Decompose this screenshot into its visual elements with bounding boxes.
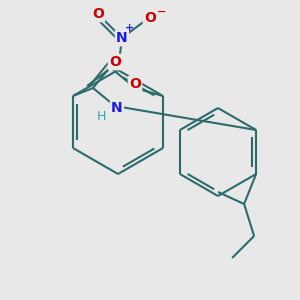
Text: O: O [109,55,121,69]
Text: H: H [96,110,106,122]
Text: O: O [92,7,104,21]
Text: −: − [157,7,167,17]
Text: O: O [129,77,141,91]
Text: N: N [116,31,128,45]
Text: O: O [144,11,156,25]
Text: +: + [125,23,135,33]
Text: N: N [111,101,123,115]
